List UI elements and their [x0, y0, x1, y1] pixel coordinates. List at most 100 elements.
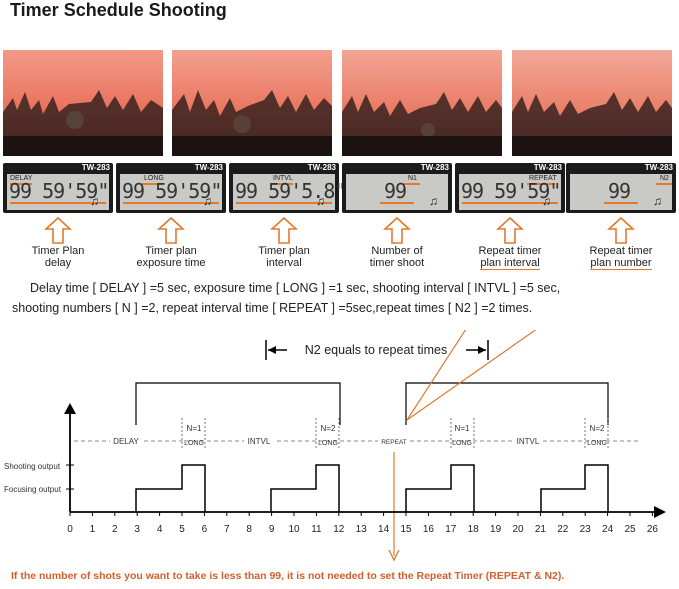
music-note-icon: ♫ — [653, 194, 662, 208]
lcd-panel-delay: TW-283 DELAY 99 59'59" ♫ — [3, 163, 113, 213]
caption-line: Timer plan — [258, 245, 310, 257]
label-n2: N=2 — [321, 424, 336, 433]
caption-line: plan number — [590, 257, 652, 270]
label-intvl: INTVL — [517, 437, 540, 446]
lcd-model: TW-283 — [420, 163, 449, 172]
lcd-digits: 99 59'5.8" — [235, 179, 346, 203]
lcd-model: TW-283 — [81, 163, 110, 172]
axis-tick-label: 14 — [378, 524, 390, 535]
lcd-panel-long: TW-283 LONG 99 59'59" ♫ — [116, 163, 226, 213]
digits-underline — [380, 202, 414, 204]
right-arrow-icon — [478, 346, 486, 354]
lcd-model: TW-283 — [307, 163, 336, 172]
caption-n2: Repeat timer plan number — [566, 245, 676, 270]
caption-n1: Number of timer shoot — [342, 245, 452, 269]
lcd-panel-n1: TW-283 N1 99 ♫ — [342, 163, 452, 213]
up-arrow-icon — [382, 216, 412, 244]
caption-line: plan interval — [480, 257, 540, 270]
caption-long: Timer plan exposure time — [116, 245, 226, 269]
label-long: LONG — [452, 440, 472, 447]
caption-line: exposure time — [136, 257, 206, 269]
axis-tick-label: 18 — [468, 524, 480, 535]
axis-tick-label: 20 — [512, 524, 524, 535]
focusing-output-label: Focusing output — [4, 485, 62, 494]
right-arrow-icon — [654, 506, 666, 518]
digits-underline — [10, 202, 106, 204]
caption-line: timer shoot — [369, 257, 425, 269]
mode-underline — [10, 183, 32, 185]
lcd-mode: LONG — [144, 175, 164, 182]
axis-tick-label: 1 — [90, 524, 96, 535]
lcd-screen: DELAY 99 59'59" ♫ — [7, 174, 109, 210]
music-note-icon: ♫ — [90, 194, 99, 208]
axis-tick-label: 15 — [400, 524, 412, 535]
up-arrow-icon — [495, 216, 525, 244]
axis-tick-label: 8 — [246, 524, 252, 535]
lcd-mode: DELAY — [10, 175, 33, 182]
description-line-1: Delay time [ DELAY ] =5 sec, exposure ti… — [30, 281, 561, 295]
digits-underline — [236, 202, 332, 204]
axis-tick-label: 3 — [134, 524, 140, 535]
digits-underline — [604, 202, 638, 204]
lcd-screen: N1 99 ♫ — [346, 174, 448, 210]
caption-line: Repeat timer — [589, 245, 653, 257]
page-title: Timer Schedule Shooting — [10, 0, 227, 20]
lcd-panel-n2: TW-283 N2 99 ♫ — [566, 163, 676, 213]
mode-underline — [271, 183, 293, 185]
pulse-waveforms — [135, 464, 609, 512]
axis-tick-label: 11 — [311, 524, 322, 535]
sunset-photo-1 — [3, 50, 163, 156]
axis-tick-label: 26 — [647, 524, 659, 535]
pointer-line-repeat-interval — [406, 330, 467, 421]
pointer-line-repeat-number — [406, 330, 537, 421]
axis-tick-label: 23 — [580, 524, 592, 535]
lcd-model: TW-283 — [533, 163, 562, 172]
lcd-screen: N2 99 ♫ — [570, 174, 672, 210]
lcd-digits: 99 — [384, 179, 407, 203]
caption-line: Repeat timer — [478, 245, 542, 257]
arrow-row — [43, 216, 636, 244]
up-arrow-icon — [606, 216, 636, 244]
label-delay: DELAY — [113, 437, 139, 446]
label-n1: N=1 — [455, 424, 470, 433]
footer-note: If the number of shots you want to take … — [11, 570, 565, 582]
sunset-photo-3 — [342, 50, 502, 156]
lcd-screen: REPEAT 99 59'59" ♫ — [459, 174, 561, 210]
lcd-digits: 99 — [608, 179, 631, 203]
lcd-mode: N1 — [408, 175, 417, 182]
label-intvl: INTVL — [248, 437, 271, 446]
axis-tick-label: 21 — [535, 524, 547, 535]
mode-underline — [404, 183, 420, 185]
axis-tick-label: 24 — [602, 524, 614, 535]
caption-line: delay — [44, 257, 72, 269]
label-n1: N=1 — [187, 424, 202, 433]
n-dividers — [181, 418, 609, 448]
axis-tick-label: 9 — [269, 524, 275, 535]
caption-line: Timer Plan — [31, 245, 85, 257]
axis-tick-labels: 0 1 2 3 4 5 6 7 8 9 10 11 12 13 14 15 16 17 18 19 20 21 22 23 24… — [67, 512, 658, 535]
caption-line: interval — [266, 257, 302, 269]
mode-underline — [142, 183, 162, 185]
group-bracket-1 — [135, 382, 341, 425]
label-n2: N=2 — [590, 424, 605, 433]
up-arrow-icon — [43, 216, 73, 244]
caption-delay: Timer Plan delay — [3, 245, 113, 269]
group-bracket-2 — [405, 382, 609, 425]
axis-tick-label: 6 — [202, 524, 208, 535]
axis-tick-label: 2 — [112, 524, 118, 535]
music-note-icon: ♫ — [429, 194, 438, 208]
music-note-icon: ♫ — [203, 194, 212, 208]
music-note-icon: ♫ — [542, 194, 551, 208]
axis-tick-label: 10 — [288, 524, 300, 535]
lcd-digits: 99 59'59" — [9, 179, 109, 203]
axis-tick-label: 13 — [356, 524, 368, 535]
axis-tick-label: 12 — [333, 524, 345, 535]
lcd-screen: INTVL 99 59'5.8" ♫ — [233, 174, 346, 210]
axis-tick-label: 22 — [557, 524, 569, 535]
mode-underline — [656, 183, 672, 185]
lcd-digits: 99 59'59" — [122, 179, 222, 203]
timing-diagram: N2 equals to repeat times DELAY INTVL RE… — [4, 330, 666, 562]
caption-line: Timer plan — [145, 245, 197, 257]
lcd-mode: REPEAT — [529, 175, 557, 182]
sunset-photo-4 — [512, 50, 672, 156]
